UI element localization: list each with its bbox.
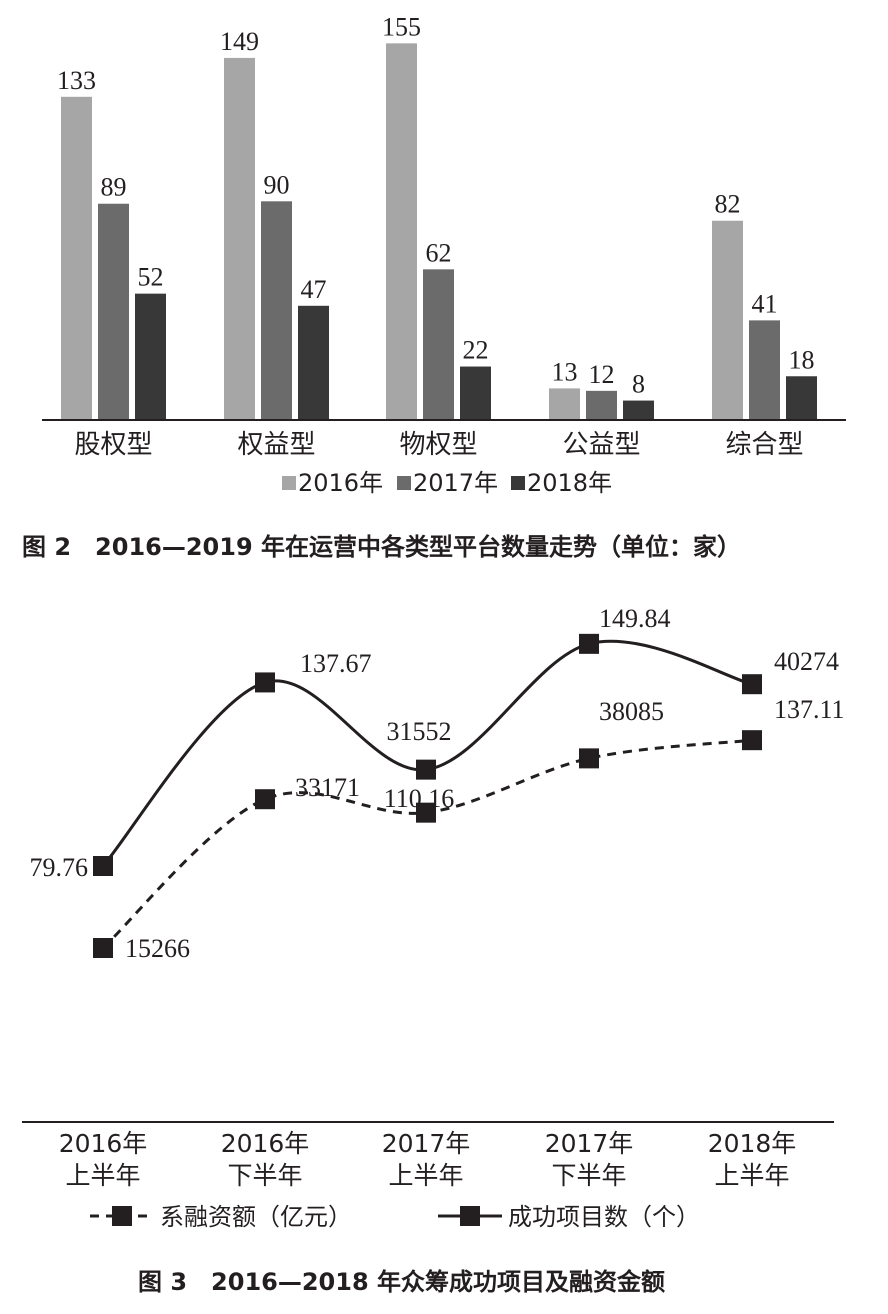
bar-value-label: 52 bbox=[138, 263, 164, 292]
bar-value-label: 155 bbox=[382, 12, 421, 41]
x-tick-label: 2017年 bbox=[382, 1129, 471, 1158]
bar bbox=[549, 388, 580, 420]
bar-value-label: 13 bbox=[552, 357, 578, 386]
data-point-marker bbox=[416, 759, 436, 780]
data-value-label: 31552 bbox=[387, 717, 452, 746]
legend-label: 2018年 bbox=[527, 469, 612, 497]
bar-value-label: 133 bbox=[57, 66, 96, 95]
legend-swatch bbox=[397, 476, 411, 490]
category-label: 综合型 bbox=[725, 430, 803, 460]
bar bbox=[386, 43, 417, 420]
figure-2-caption: 图 2 2016—2019 年在运营中各类型平台数量走势（单位：家） bbox=[22, 533, 741, 561]
x-tick-label: 下半年 bbox=[227, 1161, 302, 1190]
data-value-label: 33171 bbox=[295, 773, 360, 802]
data-point-marker bbox=[93, 938, 113, 958]
legend-swatch bbox=[282, 476, 296, 490]
bar bbox=[423, 269, 454, 420]
bar-value-label: 89 bbox=[101, 173, 127, 202]
bar bbox=[98, 203, 129, 420]
data-point-marker bbox=[579, 633, 599, 654]
data-point-marker bbox=[416, 802, 436, 823]
bar-chart-category-labels: 股权型 权益型 物权型 公益型 综合型 bbox=[74, 430, 803, 460]
x-tick-label: 2017年 bbox=[545, 1129, 634, 1158]
bar bbox=[712, 220, 743, 420]
bar-value-label: 22 bbox=[463, 336, 489, 365]
x-tick-label: 上半年 bbox=[388, 1161, 463, 1190]
line-chart-lines: 15266 33171 31552 38085 40274 79.76 137.67 110.… bbox=[30, 604, 845, 963]
line-chart-legend: 系融资额（亿元） 成功项目数（个） bbox=[90, 1203, 700, 1231]
bar-chart-bars: 133 149 155 13 82 89 90 62 12 41 52 47 22 8 18 bbox=[57, 12, 817, 421]
data-value-label: 137.11 bbox=[774, 695, 845, 724]
legend-label: 系融资额（亿元） bbox=[160, 1203, 352, 1231]
data-point-marker bbox=[93, 856, 113, 876]
x-tick-label: 2018年 bbox=[708, 1129, 797, 1158]
data-value-label: 15266 bbox=[125, 934, 190, 963]
bar-chart-legend: 2016年 2017年 2018年 bbox=[282, 469, 612, 497]
bar bbox=[586, 390, 617, 420]
bar-value-label: 41 bbox=[752, 289, 778, 318]
data-point-marker bbox=[255, 672, 275, 693]
bar-value-label: 47 bbox=[301, 275, 327, 304]
data-value-label: 149.84 bbox=[599, 604, 671, 633]
bar bbox=[749, 320, 780, 420]
bar bbox=[623, 400, 654, 420]
data-value-label: 137.67 bbox=[300, 649, 372, 678]
bar bbox=[224, 57, 255, 421]
bar bbox=[298, 305, 329, 420]
data-value-label: 110.16 bbox=[384, 784, 455, 813]
bar-value-label: 62 bbox=[426, 238, 452, 267]
figure-3-caption: 图 3 2016—2018 年众筹成功项目及融资金额 bbox=[138, 1268, 665, 1296]
x-tick-label: 上半年 bbox=[65, 1161, 140, 1190]
legend-label: 2016年 bbox=[298, 469, 383, 497]
x-tick-label: 2016年 bbox=[221, 1129, 310, 1158]
legend-label: 成功项目数（个） bbox=[508, 1203, 700, 1231]
legend-swatch bbox=[511, 476, 525, 490]
data-point-marker bbox=[742, 674, 762, 695]
category-label: 权益型 bbox=[237, 430, 315, 460]
legend-label: 2017年 bbox=[413, 469, 498, 497]
data-point-marker bbox=[255, 789, 275, 810]
bar bbox=[786, 376, 817, 420]
bar bbox=[135, 293, 166, 420]
bar-value-label: 82 bbox=[715, 190, 741, 219]
bar-value-label: 8 bbox=[632, 370, 645, 399]
bar bbox=[61, 96, 92, 420]
legend-marker bbox=[460, 1206, 480, 1226]
bar-value-label: 149 bbox=[220, 27, 259, 56]
successful-projects-line bbox=[101, 639, 753, 867]
data-value-label: 79.76 bbox=[30, 853, 89, 882]
data-value-label: 38085 bbox=[599, 697, 664, 726]
category-label: 物权型 bbox=[399, 430, 477, 460]
bar bbox=[261, 201, 292, 420]
bar-value-label: 12 bbox=[589, 360, 615, 389]
bar-value-label: 90 bbox=[264, 170, 290, 199]
data-value-label: 40274 bbox=[774, 647, 839, 676]
bar bbox=[460, 366, 491, 420]
data-point-marker bbox=[579, 748, 599, 769]
bar-value-label: 18 bbox=[789, 345, 815, 374]
category-label: 股权型 bbox=[74, 430, 152, 460]
x-tick-label: 下半年 bbox=[551, 1161, 626, 1190]
x-tick-label: 上半年 bbox=[714, 1161, 789, 1190]
data-point-marker bbox=[742, 730, 762, 751]
x-tick-label: 2016年 bbox=[59, 1129, 148, 1158]
legend-marker bbox=[112, 1206, 132, 1226]
category-label: 公益型 bbox=[562, 430, 640, 460]
